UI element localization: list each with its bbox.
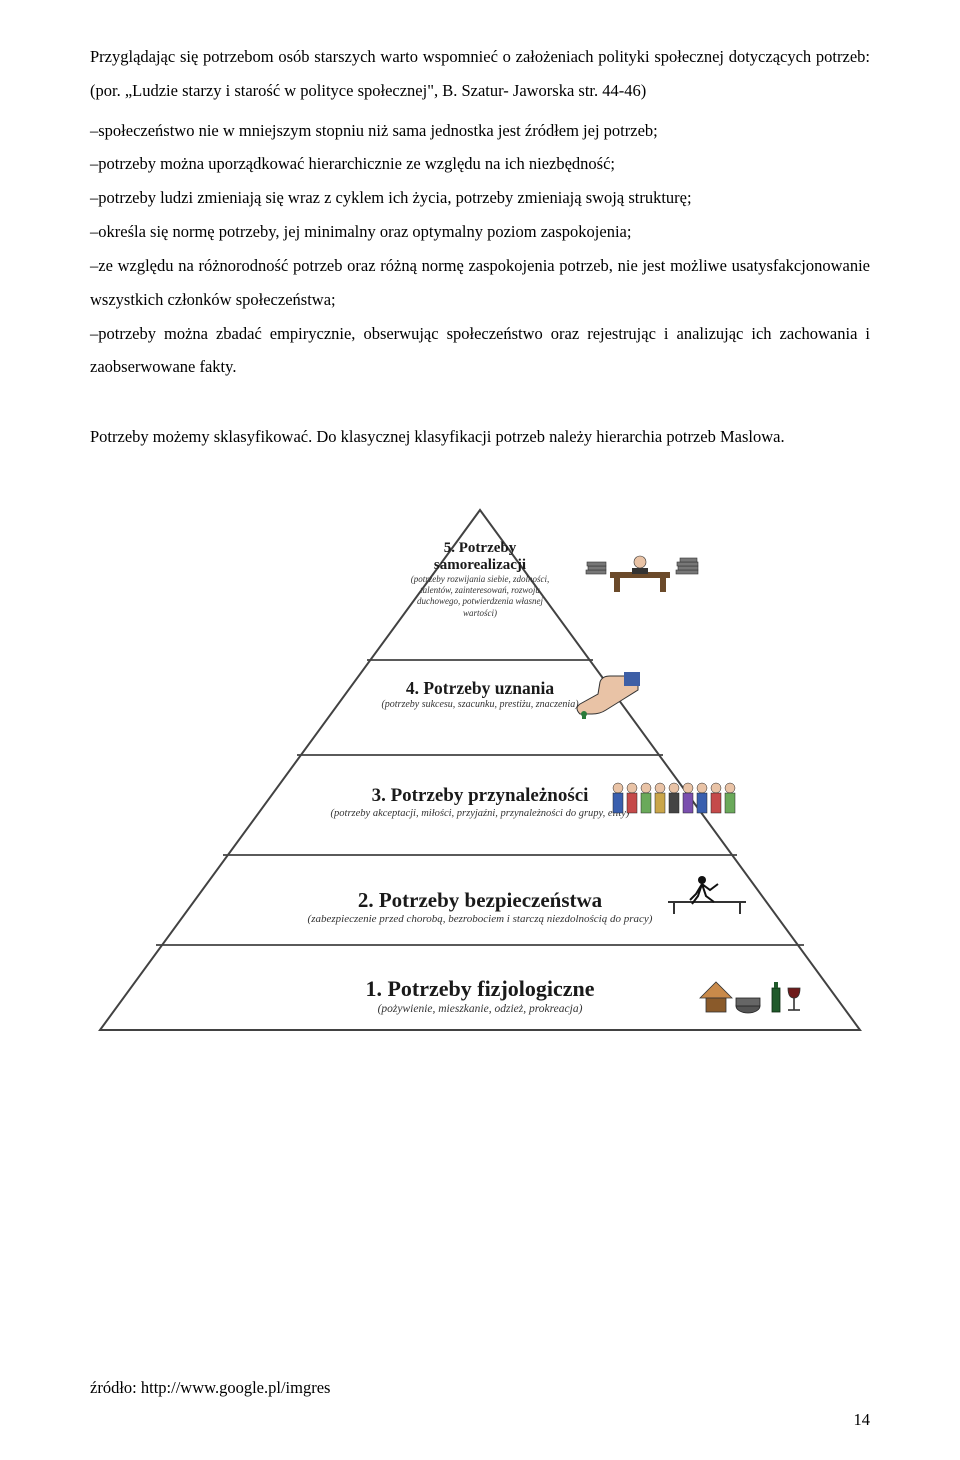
tier-4-sub: (potrzeby sukcesu, szacunku, prestiżu, z… [90, 699, 870, 712]
tier-3-title: 3. Potrzeby przynależności [90, 785, 870, 807]
tier-2-title: 2. Potrzeby bezpieczeństwa [90, 888, 870, 913]
intro-paragraph: Przyglądając się potrzebom osób starszyc… [90, 40, 870, 108]
tier-4-title: 4. Potrzeby uznania [90, 678, 870, 699]
page-number: 14 [854, 1410, 871, 1430]
bullet-5: –potrzeby można zbadać empirycznie, obse… [90, 317, 870, 385]
bullet-4: –ze względu na różnorodność potrzeb oraz… [90, 249, 870, 317]
maslow-pyramid: 5. Potrzeby samorealizacji (potrzeby roz… [90, 500, 870, 1040]
classification-paragraph: Potrzeby możemy sklasyfikować. Do klasyc… [90, 420, 870, 454]
bullet-0: –społeczeństwo nie w mniejszym stopniu n… [90, 114, 870, 148]
tier-3-sub: (potrzeby akceptacji, miłości, przyjaźni… [90, 807, 870, 820]
assumptions-list: –społeczeństwo nie w mniejszym stopniu n… [90, 114, 870, 385]
tier-4: 4. Potrzeby uznania (potrzeby sukcesu, s… [90, 678, 870, 712]
tier-3: 3. Potrzeby przynależności (potrzeby akc… [90, 785, 870, 820]
tier-5-sub: (potrzeby rozwijania siebie, zdolności, … [400, 574, 560, 619]
bullet-3: –określa się normę potrzeby, jej minimal… [90, 215, 870, 249]
pointing-hand-icon [570, 670, 640, 720]
safety-hurdle-icon [662, 872, 752, 916]
bullet-1: –potrzeby można uporządkować hierarchicz… [90, 147, 870, 181]
source-line: źródło: http://www.google.pl/imgres [90, 1378, 330, 1398]
tier-5: 5. Potrzeby samorealizacji (potrzeby roz… [90, 540, 870, 621]
tier-2-sub: (zabezpieczenie przed chorobą, bezroboci… [90, 913, 870, 927]
books-desk-icon [584, 540, 704, 596]
tier-2: 2. Potrzeby bezpieczeństwa (zabezpieczen… [90, 888, 870, 927]
food-shelter-icon [690, 968, 810, 1018]
people-group-icon [610, 778, 750, 820]
tier-5-title: 5. Potrzeby samorealizacji [400, 540, 560, 574]
bullet-2: –potrzeby ludzi zmieniają się wraz z cyk… [90, 181, 870, 215]
